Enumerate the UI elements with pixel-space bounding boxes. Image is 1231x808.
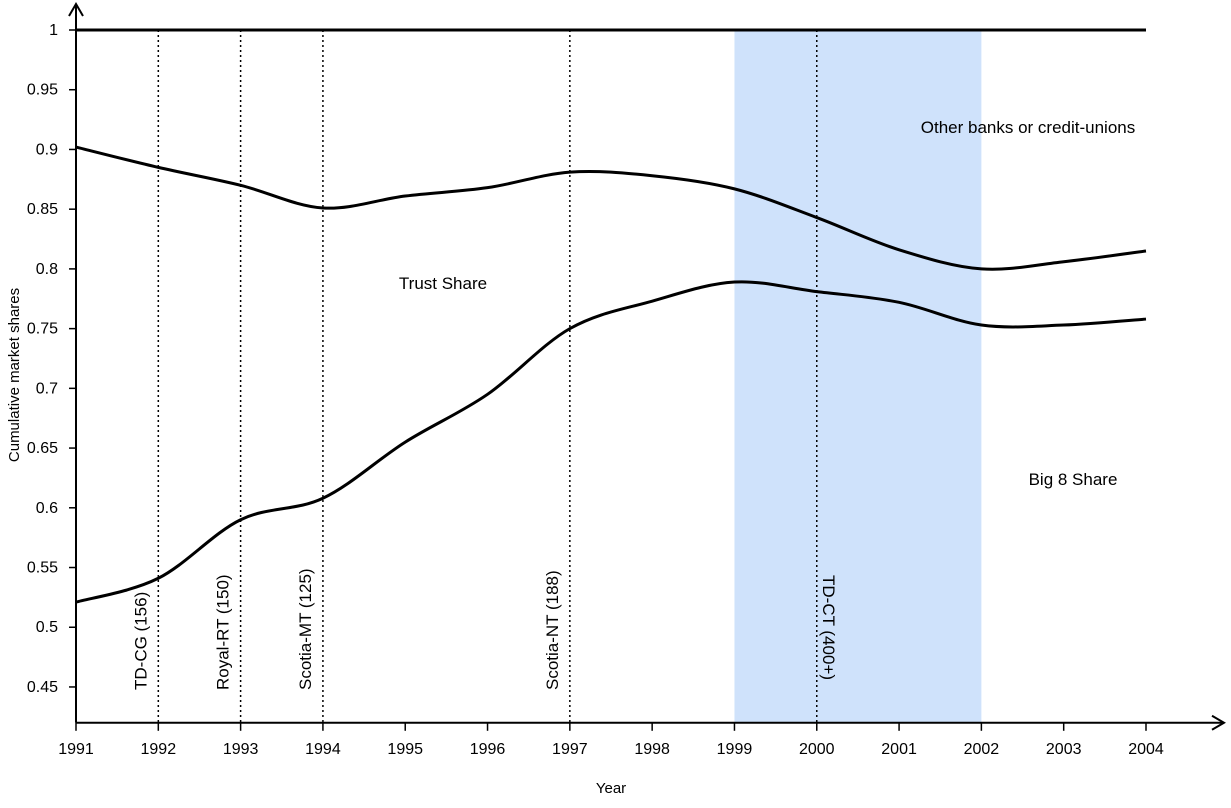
- event-label: Royal-RT (150): [214, 574, 233, 690]
- annotation: Other banks or credit-unions: [921, 118, 1136, 137]
- event-label: TD-CT (400+): [819, 575, 838, 680]
- y-tick-label: 0.75: [27, 321, 58, 338]
- series-line: [75, 280, 1147, 604]
- shaded-period: [734, 30, 982, 723]
- x-tick-label: 1999: [717, 741, 753, 758]
- x-tick-label: 1998: [634, 741, 670, 758]
- y-tick-label: 0.55: [27, 560, 58, 577]
- x-tick-label: 1993: [223, 741, 259, 758]
- annotation: Trust Share: [399, 274, 487, 293]
- x-tick-label: 1997: [552, 741, 588, 758]
- y-tick-label: 0.7: [36, 380, 58, 397]
- annotation: Big 8 Share: [1029, 470, 1118, 489]
- x-tick-label: 1992: [141, 741, 177, 758]
- x-tick-label: 2004: [1128, 741, 1164, 758]
- x-tick-label: 2003: [1046, 741, 1082, 758]
- y-tick-label: 0.9: [36, 141, 58, 158]
- y-tick-label: 0.85: [27, 201, 58, 218]
- x-tick-label: 2002: [964, 741, 1000, 758]
- x-axis-title: Year: [596, 780, 626, 797]
- x-tick-label: 1996: [470, 741, 506, 758]
- event-label: Scotia-NT (188): [543, 570, 562, 690]
- x-tick-label: 1995: [387, 741, 423, 758]
- event-label: TD-CG (156): [131, 592, 150, 690]
- y-tick-label: 0.6: [36, 500, 58, 517]
- x-tick-label: 1991: [58, 741, 94, 758]
- x-tick-label: 1994: [305, 741, 341, 758]
- x-tick-label: 2000: [799, 741, 835, 758]
- y-axis-title: Cumulative market shares: [6, 288, 23, 462]
- y-axis-arrow: [68, 2, 84, 17]
- y-tick-label: 0.45: [27, 679, 58, 696]
- y-tick-label: 0.8: [36, 261, 58, 278]
- x-tick-label: 2001: [881, 741, 917, 758]
- series-line: [75, 145, 1147, 271]
- y-tick-label: 0.5: [36, 619, 58, 636]
- event-label: Scotia-MT (125): [296, 568, 315, 690]
- y-tick-label: 0.65: [27, 440, 58, 457]
- y-tick-label: 1: [49, 22, 58, 39]
- x-axis-arrow: [1211, 714, 1226, 731]
- y-tick-label: 0.95: [27, 82, 58, 99]
